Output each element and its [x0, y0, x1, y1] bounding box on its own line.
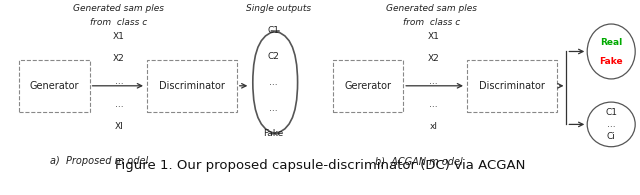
FancyBboxPatch shape [467, 60, 557, 112]
Text: ...: ... [269, 104, 278, 113]
Text: X1: X1 [428, 32, 439, 41]
FancyBboxPatch shape [147, 60, 237, 112]
Text: ...: ... [115, 100, 124, 109]
Text: C1: C1 [268, 26, 279, 35]
Text: Single outputs: Single outputs [246, 4, 311, 13]
Text: ...: ... [429, 100, 438, 109]
Text: b)  ACGAN m odel: b) ACGAN m odel [375, 156, 463, 166]
Text: Real: Real [600, 38, 622, 47]
Text: ...: ... [429, 77, 438, 86]
FancyBboxPatch shape [333, 60, 403, 112]
Text: ...: ... [607, 120, 616, 129]
Text: ...: ... [115, 77, 124, 86]
Text: Generator: Generator [29, 81, 79, 91]
Text: xl: xl [429, 122, 437, 131]
Text: X2: X2 [428, 54, 439, 63]
Text: Discriminator: Discriminator [479, 81, 545, 91]
Text: C1: C1 [605, 108, 617, 117]
Text: Generated sam ples: Generated sam ples [73, 4, 164, 13]
Text: from  class c: from class c [90, 18, 147, 27]
Text: Fake: Fake [263, 129, 284, 138]
Text: ...: ... [269, 78, 278, 87]
Text: Generated sam ples: Generated sam ples [387, 4, 477, 13]
Ellipse shape [588, 24, 635, 79]
Text: from  class c: from class c [403, 18, 461, 27]
Text: Discriminator: Discriminator [159, 81, 225, 91]
Text: C2: C2 [268, 52, 279, 61]
Text: X1: X1 [113, 32, 125, 41]
Text: Xl: Xl [115, 122, 124, 131]
Text: Gererator: Gererator [344, 81, 392, 91]
Text: a)  Proposed m odel: a) Proposed m odel [50, 156, 148, 166]
Text: X2: X2 [113, 54, 125, 63]
FancyBboxPatch shape [19, 60, 90, 112]
Text: Figure 1. Our proposed capsule-discriminator (DC) via ACGAN: Figure 1. Our proposed capsule-discrimin… [115, 159, 525, 172]
Text: Ci: Ci [607, 132, 616, 141]
Ellipse shape [588, 102, 635, 147]
Text: Fake: Fake [600, 57, 623, 66]
